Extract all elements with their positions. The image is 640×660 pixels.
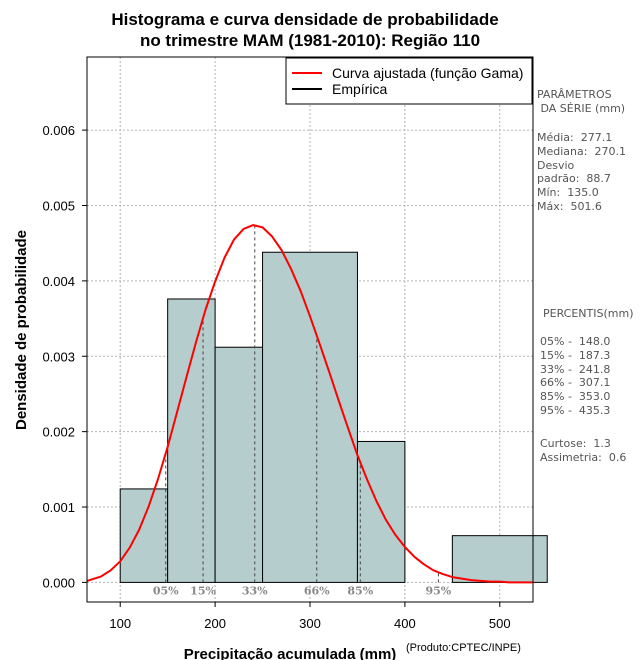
chart-title-line1: Histograma e curva densidade de probabil… <box>111 10 498 29</box>
percentile-marker-label: 15% <box>190 584 216 597</box>
shape-stats: Curtose: 1.3 Assimetria: 0.6 <box>540 437 627 464</box>
x-tick-label: 500 <box>489 616 511 631</box>
credit-label: (Produto:CPTEC/INPE) <box>406 642 521 654</box>
x-tick-label: 200 <box>204 616 226 631</box>
fitted-curve-line <box>86 224 533 584</box>
percentiles-heading: PERCENTIS(mm) <box>543 307 634 320</box>
percentile-marker-label: 05% <box>153 584 179 597</box>
y-tick-label: 0.005 <box>42 198 75 213</box>
histogram-bars <box>119 251 548 583</box>
percentile-marker-label: 85% <box>347 584 373 597</box>
fitted-curve-layer <box>86 224 533 584</box>
percentile-marker-label: 33% <box>242 584 268 597</box>
y-axis-label: Densidade de probabilidade <box>13 230 30 430</box>
histogram-bar <box>262 251 358 583</box>
histogram-bar <box>119 488 169 583</box>
histogram-bar <box>167 298 216 583</box>
x-axis-ticks: 100 200 300 400 500 <box>109 602 511 631</box>
y-tick-label: 0.004 <box>42 274 75 289</box>
y-tick-label: 0.006 <box>42 123 75 138</box>
legend-curve-label: Curva ajustada (função Gama) <box>332 65 523 81</box>
percentiles-list: 05% - 148.0 15% - 187.3 33% - 241.8 66% … <box>540 335 611 417</box>
y-tick-label: 0.003 <box>42 349 75 364</box>
legend-box <box>285 57 533 105</box>
x-tick-label: 400 <box>394 616 416 631</box>
percentile-markers: 05% 15% 33% 66% 85% 95% <box>153 225 452 597</box>
percentile-marker-label: 66% <box>304 584 330 597</box>
y-axis-ticks: 0.000 0.001 0.002 0.003 0.004 0.005 0.006 <box>42 123 87 590</box>
x-tick-label: 100 <box>109 616 131 631</box>
histogram-bar <box>451 535 548 583</box>
chart-title-line2: no trimestre MAM (1981-2010): Região 110 <box>140 31 480 50</box>
percentile-marker-label: 95% <box>426 584 452 597</box>
params-heading: PARÂMETROS DA SÉRIE (mm) <box>537 88 626 115</box>
series-stats: Média: 277.1 Mediana: 270.1 Desvio padrã… <box>537 131 626 213</box>
histogram-bar <box>214 346 264 583</box>
y-tick-label: 0.001 <box>42 500 75 515</box>
legend-empirical-label: Empírica <box>332 81 387 97</box>
y-tick-label: 0.002 <box>42 425 75 440</box>
legend: Curva ajustada (função Gama) Empírica <box>285 57 533 105</box>
x-axis-label: Precipitação acumulada (mm) <box>184 646 397 660</box>
y-tick-label: 0.000 <box>42 575 75 590</box>
x-tick-label: 300 <box>299 616 321 631</box>
